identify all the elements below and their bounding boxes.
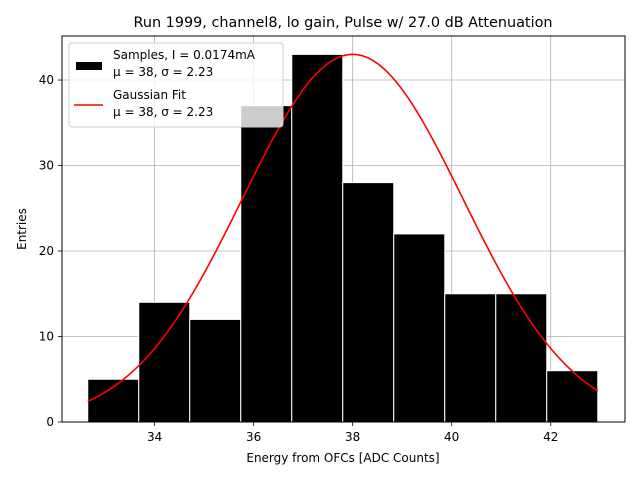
y-tick-label: 10 <box>39 330 54 344</box>
y-tick-label: 30 <box>39 159 54 173</box>
y-tick-label: 20 <box>39 244 54 258</box>
histogram-bar <box>546 370 599 423</box>
histogram-bar <box>87 378 140 423</box>
chart-title: Run 1999, channel8, lo gain, Pulse w/ 27… <box>134 15 553 31</box>
histogram-bar <box>495 293 548 423</box>
legend-samples-label: Samples, I = 0.0174mA <box>113 48 256 62</box>
histogram-bar <box>393 233 446 423</box>
legend-fit-stats: μ = 38, σ = 2.23 <box>113 105 213 119</box>
histogram-bar <box>240 105 293 423</box>
plot-frame <box>61 35 626 423</box>
legend-samples-stats: μ = 38, σ = 2.23 <box>113 65 213 79</box>
histogram-bar <box>342 182 395 423</box>
x-tick-label: 36 <box>246 430 261 444</box>
x-tick-label: 38 <box>345 430 360 444</box>
histogram-bar <box>138 301 191 423</box>
y-axis-ticks: 0 10 20 30 40 <box>39 73 62 429</box>
legend: Samples, I = 0.0174mA μ = 38, σ = 2.23 G… <box>68 42 284 128</box>
x-tick-label: 40 <box>444 430 459 444</box>
legend-box <box>68 42 284 128</box>
y-tick-label: 40 <box>39 73 54 87</box>
x-tick-label: 42 <box>543 430 558 444</box>
histogram-bar <box>444 293 497 423</box>
x-axis-ticks: 34 36 38 40 42 <box>147 422 558 444</box>
x-tick-label: 34 <box>147 430 162 444</box>
gaussian-fit-line <box>87 53 599 403</box>
x-axis-label: Energy from OFCs [ADC Counts] <box>246 451 439 465</box>
legend-samples-patch <box>76 62 102 70</box>
legend-fit-label: Gaussian Fit <box>113 88 186 102</box>
histogram-bar <box>189 318 242 423</box>
y-tick-label: 0 <box>46 415 54 429</box>
histogram-bar <box>291 53 344 423</box>
y-axis-label: Entries <box>15 208 29 250</box>
